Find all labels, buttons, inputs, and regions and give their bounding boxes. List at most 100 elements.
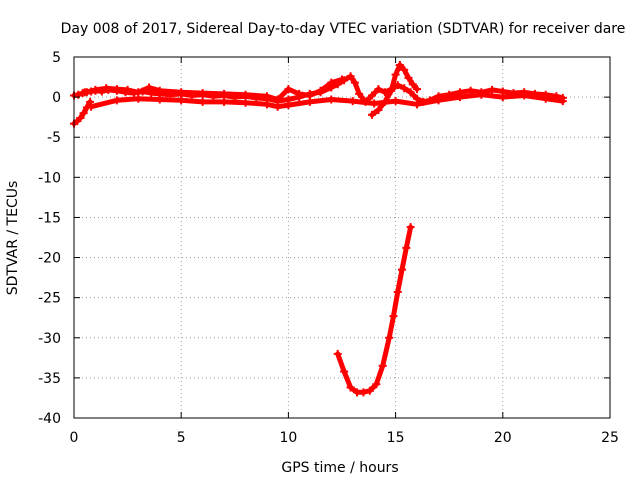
data-point xyxy=(112,96,121,105)
data-point xyxy=(316,86,325,95)
data-point xyxy=(408,80,417,89)
data-point xyxy=(395,61,404,70)
y-tick-label: -35 xyxy=(38,371,61,387)
data-point xyxy=(333,349,342,358)
data-layer xyxy=(70,61,567,397)
data-point xyxy=(466,86,475,95)
data-point xyxy=(374,85,383,94)
data-point xyxy=(284,85,293,94)
data-point xyxy=(520,91,529,100)
data-point xyxy=(400,84,409,93)
data-point xyxy=(177,88,186,97)
series-line-4 xyxy=(369,62,420,118)
data-point xyxy=(123,85,132,94)
grid xyxy=(74,57,610,418)
data-point xyxy=(498,93,507,102)
data-point xyxy=(368,110,377,119)
y-tick-label: -40 xyxy=(38,411,61,427)
data-point xyxy=(488,85,497,94)
data-point xyxy=(370,99,379,108)
data-point xyxy=(177,96,186,105)
data-point xyxy=(355,89,364,98)
data-point xyxy=(340,367,349,376)
data-point xyxy=(378,361,387,370)
data-point xyxy=(393,288,402,297)
data-point xyxy=(80,88,89,97)
data-point xyxy=(273,95,282,104)
data-point xyxy=(398,265,407,274)
data-point xyxy=(385,333,394,342)
data-point xyxy=(406,88,415,97)
x-tick-label: 5 xyxy=(177,430,186,446)
data-point xyxy=(387,86,396,95)
data-point xyxy=(372,380,381,389)
data-point xyxy=(220,89,229,98)
x-axis-label: GPS time / hours xyxy=(281,460,398,476)
y-tick-label: -20 xyxy=(38,251,61,267)
data-point xyxy=(241,90,250,99)
data-point xyxy=(413,85,422,94)
y-tick-label: -5 xyxy=(47,130,61,146)
chart-title: Day 008 of 2017, Sidereal Day-to-day VTE… xyxy=(61,21,626,37)
data-point xyxy=(400,65,409,74)
data-point xyxy=(220,97,229,106)
data-point xyxy=(155,95,164,104)
data-point xyxy=(198,89,207,98)
data-point xyxy=(541,94,550,103)
data-point xyxy=(305,97,314,106)
data-point xyxy=(455,93,464,102)
data-point xyxy=(413,100,422,109)
data-point xyxy=(262,100,271,109)
data-point xyxy=(350,78,359,87)
data-point xyxy=(346,72,355,81)
data-point xyxy=(404,73,413,82)
data-point xyxy=(365,386,374,395)
data-point xyxy=(284,101,293,110)
y-axis-label: SDTVAR / TECUs xyxy=(5,181,21,296)
x-tick-label: 20 xyxy=(494,430,512,446)
plot-frame xyxy=(73,56,611,419)
data-point xyxy=(558,97,567,106)
data-point xyxy=(262,92,271,101)
data-point xyxy=(402,243,411,252)
data-point xyxy=(406,223,415,232)
y-tick-label: -30 xyxy=(38,331,61,347)
data-point xyxy=(368,91,377,100)
data-point xyxy=(198,97,207,106)
x-tick-label: 25 xyxy=(601,430,619,446)
x-tick-label: 15 xyxy=(387,430,405,446)
data-point xyxy=(112,85,121,94)
data-point xyxy=(359,388,368,397)
data-point xyxy=(91,85,100,94)
data-point xyxy=(76,113,85,122)
x-tick-label: 10 xyxy=(279,430,297,446)
data-point xyxy=(380,97,389,106)
data-point xyxy=(389,312,398,321)
data-point xyxy=(79,109,88,118)
y-tick-label: 0 xyxy=(52,90,61,106)
data-point xyxy=(145,83,154,92)
y-tick-label: 5 xyxy=(52,50,61,66)
axes: 0 5 10 15 20 25 5 0 -5 -10 -15 -20 -25 -30 -35 -40 xyxy=(38,50,619,446)
data-point xyxy=(434,96,443,105)
data-point xyxy=(327,95,336,104)
y-tick-label: -25 xyxy=(38,291,61,307)
data-point xyxy=(134,94,143,103)
data-point xyxy=(348,97,357,106)
data-point xyxy=(102,84,111,93)
data-point xyxy=(327,78,336,87)
data-point xyxy=(87,102,96,111)
y-tick-label: -10 xyxy=(38,170,61,186)
data-point xyxy=(273,102,282,111)
data-point xyxy=(338,75,346,84)
data-point xyxy=(241,98,250,107)
data-point xyxy=(391,70,400,79)
data-point xyxy=(477,90,486,99)
data-point xyxy=(346,383,355,392)
data-point xyxy=(391,97,400,106)
data-point xyxy=(295,89,304,98)
y-tick-label: -15 xyxy=(38,210,61,226)
data-point xyxy=(374,105,383,114)
